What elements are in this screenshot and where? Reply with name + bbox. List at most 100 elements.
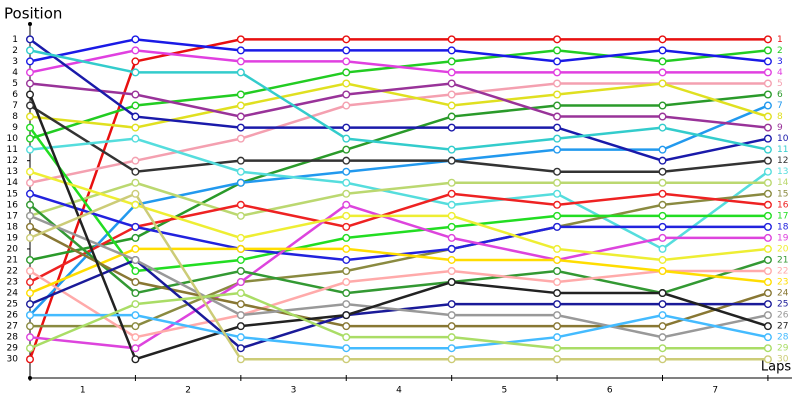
y-tick-label-right: 5 <box>777 79 783 89</box>
data-point <box>763 57 772 66</box>
data-point <box>131 222 140 231</box>
data-point <box>763 134 772 143</box>
data-point <box>26 79 35 88</box>
data-point <box>658 266 667 275</box>
data-point <box>553 244 562 253</box>
data-point <box>658 178 667 187</box>
series-line <box>28 94 769 361</box>
data-point <box>658 311 667 320</box>
x-tick-label: 7 <box>712 386 718 396</box>
data-point <box>131 278 140 287</box>
data-point <box>236 300 245 309</box>
data-point <box>236 244 245 253</box>
y-tick-label-right: 14 <box>777 178 789 188</box>
data-point <box>553 355 562 364</box>
y-tick-label-right: 24 <box>777 289 789 299</box>
y-tick-label-right: 18 <box>777 222 789 232</box>
y-tick-label: 8 <box>12 112 18 122</box>
data-point <box>342 46 351 55</box>
data-point <box>763 278 772 287</box>
data-point <box>26 355 35 364</box>
data-point <box>763 79 772 88</box>
data-point <box>763 211 772 220</box>
data-point <box>131 355 140 364</box>
series-line <box>29 38 769 63</box>
data-point <box>553 266 562 275</box>
data-point <box>342 167 351 176</box>
y-tick-label: 16 <box>7 200 19 210</box>
data-point <box>447 244 456 253</box>
series-line <box>29 269 768 339</box>
data-point <box>658 255 667 264</box>
data-point <box>342 311 351 320</box>
data-point <box>26 278 35 287</box>
data-point <box>131 112 140 121</box>
data-point <box>131 266 140 275</box>
chart-title: Position <box>4 5 62 23</box>
data-point <box>658 57 667 66</box>
data-point <box>553 322 562 331</box>
data-point <box>553 278 562 287</box>
data-point <box>342 101 351 110</box>
y-tick-label-right: 4 <box>777 68 783 78</box>
data-point <box>26 266 35 275</box>
y-tick-label-right: 17 <box>777 211 788 221</box>
data-point <box>26 35 35 44</box>
data-point <box>658 35 667 44</box>
x-tick-label: 6 <box>607 386 613 396</box>
series-line <box>29 82 768 184</box>
data-point <box>447 300 456 309</box>
data-point <box>763 233 772 242</box>
data-point <box>342 222 351 231</box>
data-point <box>553 289 562 298</box>
y-tick-label-right: 20 <box>777 244 789 254</box>
y-tick-label-right: 1 <box>777 35 783 45</box>
data-point <box>553 222 562 231</box>
data-point <box>447 311 456 320</box>
data-point <box>447 344 456 353</box>
data-point <box>236 35 245 44</box>
data-point <box>342 57 351 66</box>
data-point <box>236 68 245 77</box>
data-point <box>447 90 456 99</box>
data-point <box>26 333 35 342</box>
data-point <box>447 178 456 187</box>
data-point <box>342 189 351 198</box>
data-point <box>131 46 140 55</box>
data-point <box>236 112 245 121</box>
data-point <box>763 200 772 209</box>
data-point <box>658 156 667 165</box>
data-point <box>26 300 35 309</box>
y-tick-label-right: 22 <box>777 266 788 276</box>
data-point <box>131 200 140 209</box>
x-tick-label: 4 <box>396 386 402 396</box>
data-point <box>658 79 667 88</box>
data-point <box>658 123 667 132</box>
series-line <box>29 104 769 316</box>
data-point <box>553 101 562 110</box>
data-point <box>131 57 140 66</box>
data-point <box>553 145 562 154</box>
y-tick-label: 6 <box>12 90 18 100</box>
y-tick-label-right: 2 <box>777 46 783 56</box>
y-tick-label-right: 26 <box>777 311 789 321</box>
y-tick-label: 18 <box>7 222 19 232</box>
data-point <box>26 46 35 55</box>
y-tick-label: 26 <box>7 311 19 321</box>
y-tick-label-right: 16 <box>777 200 789 210</box>
data-point <box>236 211 245 220</box>
y-tick-label: 4 <box>12 68 18 78</box>
data-point <box>26 233 35 242</box>
series-line <box>29 247 769 295</box>
data-point <box>447 200 456 209</box>
data-point <box>236 178 245 187</box>
data-point <box>447 211 456 220</box>
data-point <box>447 79 456 88</box>
data-point <box>131 156 140 165</box>
data-point <box>131 35 140 44</box>
data-point <box>342 178 351 187</box>
y-tick-label-right: 19 <box>777 233 789 243</box>
data-point <box>236 101 245 110</box>
y-tick-label: 14 <box>7 178 19 188</box>
y-tick-label: 29 <box>7 344 19 354</box>
